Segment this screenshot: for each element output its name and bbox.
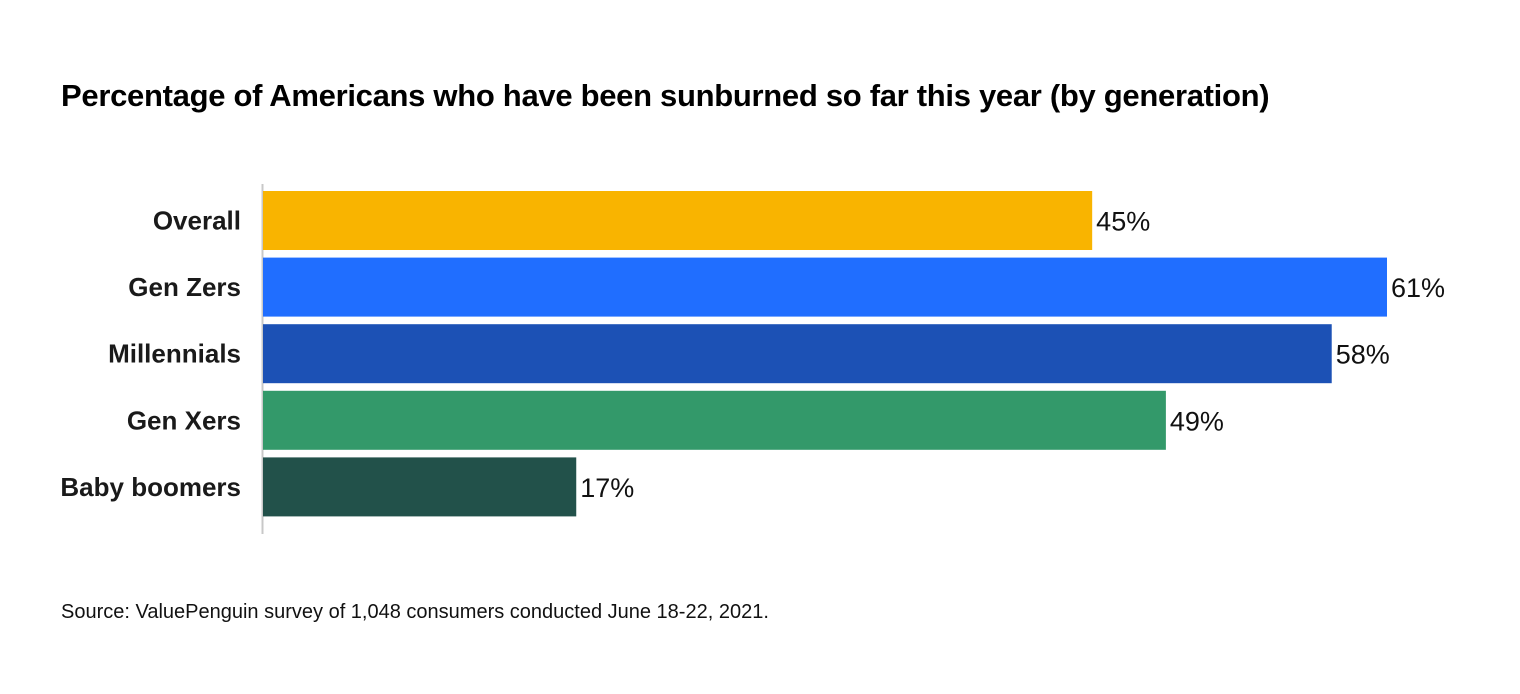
value-label-baby-boomers: 17% — [580, 473, 634, 503]
category-label-baby-boomers: Baby boomers — [60, 472, 241, 502]
category-label-overall: Overall — [153, 206, 241, 236]
bars-group: Overall 45% Gen Zers 61% Millennials 58% Gen X… — [60, 191, 1445, 517]
bar-baby-boomers — [263, 457, 577, 517]
bar-gen-zers — [263, 257, 1387, 317]
chart-title: Percentage of Americans who have been su… — [61, 78, 1270, 113]
value-label-gen-xers: 49% — [1170, 406, 1224, 436]
bar-overall — [263, 191, 1093, 250]
category-label-gen-zers: Gen Zers — [128, 272, 241, 302]
value-label-overall: 45% — [1096, 207, 1150, 237]
value-label-gen-zers: 61% — [1391, 273, 1445, 303]
value-label-millennials: 58% — [1336, 340, 1390, 370]
bar-millennials — [263, 324, 1332, 384]
category-label-gen-xers: Gen Xers — [127, 405, 241, 435]
category-label-millennials: Millennials — [108, 339, 241, 369]
source-note: Source: ValuePenguin survey of 1,048 con… — [61, 601, 769, 623]
bar-gen-xers — [263, 390, 1166, 450]
